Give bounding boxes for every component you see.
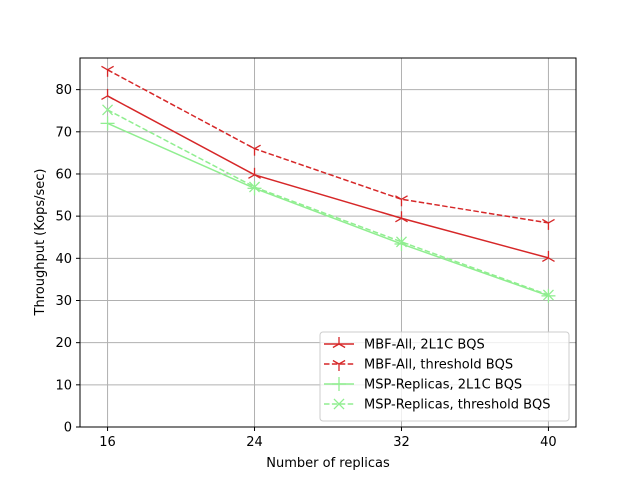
y-axis-label: Throughput (Kops/sec): [33, 169, 48, 317]
y-tick-label: 60: [55, 167, 72, 182]
legend-marker: [333, 398, 345, 410]
data-point: [395, 211, 408, 223]
y-tick-label: 80: [55, 83, 72, 98]
series-line: [107, 109, 549, 296]
x-axis-ticks: 16 24 32 40: [99, 427, 557, 450]
legend-marker: [332, 359, 346, 371]
x-tick-label: 40: [540, 435, 557, 450]
y-tick-label: 40: [55, 252, 72, 267]
legend-entry: MSP-Replicas, threshold BQS: [324, 398, 551, 413]
x-tick-label: 16: [99, 435, 116, 450]
legend-box: [319, 331, 570, 422]
legend: MBF-All, 2L1C BQS MBF-All, threshold BQS M…: [319, 331, 570, 422]
y-tick-label: 10: [55, 378, 72, 393]
data-point: [248, 167, 261, 179]
series-2: [101, 65, 555, 230]
data-point: [248, 144, 261, 156]
y-axis-ticks: 0 10 20 30 40 50 60 70 80: [55, 83, 80, 436]
data-point: [542, 289, 554, 301]
legend-entry: MBF-All, 2L1C BQS: [324, 337, 485, 353]
x-tick-label: 24: [246, 435, 263, 450]
series-4: [102, 104, 554, 301]
y-tick-label: 30: [55, 294, 72, 309]
series-line: [107, 69, 549, 224]
y-tick-label: 50: [55, 210, 72, 225]
legend-marker: [332, 377, 346, 391]
legend-marker: [332, 337, 346, 349]
legend-label: MSP-Replicas, threshold BQS: [364, 398, 551, 413]
y-tick-label: 20: [55, 336, 72, 351]
data-point: [542, 250, 555, 262]
y-tick-label: 0: [64, 421, 72, 436]
series-layer: [100, 65, 556, 303]
data-point: [249, 181, 261, 193]
x-axis-label: Number of replicas: [266, 456, 390, 471]
series-1: [101, 88, 555, 262]
legend-label: MBF-All, 2L1C BQS: [364, 338, 485, 353]
data-point: [101, 88, 114, 101]
data-point: [395, 236, 407, 248]
data-point: [101, 65, 114, 77]
data-point: [100, 116, 115, 131]
plot-frame: [79, 57, 577, 428]
x-tick-label: 32: [393, 435, 410, 450]
legend-label: MSP-Replicas, 2L1C BQS: [364, 378, 522, 393]
data-point: [542, 218, 555, 230]
series-line: [107, 95, 549, 259]
legend-label: MBF-All, threshold BQS: [364, 358, 513, 373]
legend-entry: MSP-Replicas, 2L1C BQS: [324, 377, 522, 393]
legend-entry: MBF-All, threshold BQS: [324, 358, 513, 373]
data-point: [395, 195, 408, 207]
y-tick-label: 70: [55, 125, 72, 140]
series-line: [107, 122, 549, 297]
data-point: [102, 104, 114, 116]
